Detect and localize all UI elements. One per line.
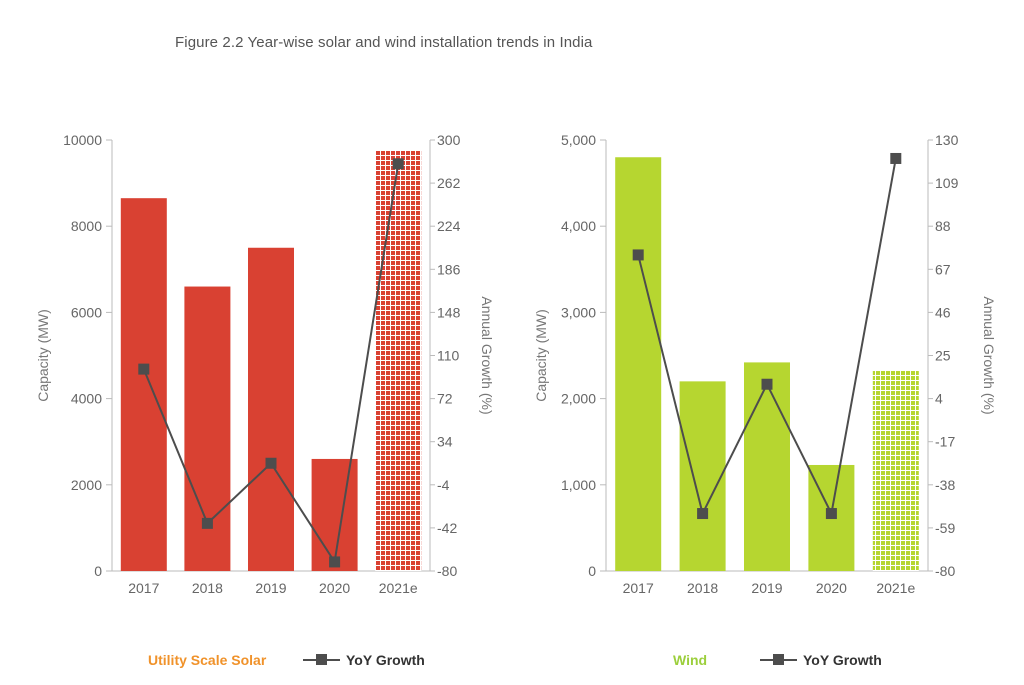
wind-y2-tick-label: 67 — [935, 261, 951, 277]
solar-bar-2017 — [120, 198, 167, 571]
solar-y2-tick-label: 186 — [437, 261, 461, 277]
solar-x-tick-label: 2019 — [255, 580, 286, 596]
solar-y-tick-label: 4000 — [71, 391, 102, 407]
solar-bar-2021e — [375, 150, 422, 571]
solar-y-tick-label: 10000 — [63, 132, 102, 148]
solar-y2-axis-label: Annual Growth (%) — [479, 296, 495, 414]
figure-title: Figure 2.2 Year-wise solar and wind inst… — [175, 34, 593, 51]
solar-y2-tick-label: 262 — [437, 175, 461, 191]
wind-growth-point-2018 — [697, 508, 709, 520]
wind-bar-2021e — [872, 371, 919, 571]
wind-growth-point-2017 — [632, 249, 644, 261]
wind-y2-tick-label: 130 — [935, 132, 959, 148]
solar-x-tick-label: 2017 — [128, 580, 159, 596]
solar-y-tick-label: 2000 — [71, 477, 102, 493]
wind-y-axis-label: Capacity (MW) — [533, 309, 549, 402]
wind-y-tick-label: 5,000 — [561, 132, 596, 148]
solar-y2-tick-label: 148 — [437, 304, 461, 320]
legend-wind-growth-marker — [773, 654, 784, 665]
solar-growth-point-2018 — [201, 517, 213, 529]
solar-x-tick-label: 2020 — [319, 580, 350, 596]
wind-y2-tick-label: 46 — [935, 304, 951, 320]
legend-solar-growth-label: YoY Growth — [346, 652, 425, 668]
wind-y2-tick-label: 109 — [935, 175, 959, 191]
wind-legend: Wind YoY Growth — [673, 652, 882, 668]
legend-solar-growth-marker — [316, 654, 327, 665]
solar-bar-2019 — [248, 247, 294, 571]
wind-x-tick-label: 2018 — [687, 580, 718, 596]
wind-growth-point-2019 — [761, 378, 773, 390]
solar-chart: 0 2000 4000 6000 8000 10000 -80 -42 -4 34 72 110 148… — [35, 132, 495, 596]
solar-growth-point-2019 — [265, 457, 277, 469]
wind-y2-tick-label: 25 — [935, 348, 951, 364]
wind-x-tick-label: 2020 — [816, 580, 847, 596]
solar-growth-point-2020 — [329, 556, 341, 568]
wind-chart: 0 1,000 2,000 3,000 4,000 5,000 -80 -59 -38 -17 4 2… — [533, 132, 997, 596]
wind-y2-tick-label: 88 — [935, 218, 951, 234]
wind-x-tick-label: 2021e — [876, 580, 915, 596]
wind-x-tick-label: 2019 — [751, 580, 782, 596]
solar-y2-tick-label: 110 — [437, 348, 460, 364]
solar-y2-tick-label: -4 — [437, 477, 450, 493]
solar-y2-tick-label: -42 — [437, 520, 457, 536]
wind-y-tick-label: 2,000 — [561, 391, 596, 407]
wind-y-tick-label: 4,000 — [561, 218, 596, 234]
wind-y2-tick-label: -80 — [935, 563, 955, 579]
wind-y-tick-label: 0 — [588, 563, 596, 579]
solar-x-tick-label: 2021e — [379, 580, 418, 596]
wind-y2-tick-label: 4 — [935, 391, 943, 407]
wind-bar-2018 — [679, 381, 726, 571]
solar-growth-point-2017 — [138, 363, 150, 375]
legend-wind-label: Wind — [673, 652, 707, 668]
legend-solar-label: Utility Scale Solar — [148, 652, 267, 668]
solar-y-tick-label: 0 — [94, 563, 102, 579]
solar-y2-tick-label: 224 — [437, 218, 461, 234]
wind-growth-point-2021e — [890, 152, 902, 164]
solar-y-tick-label: 6000 — [71, 304, 102, 320]
solar-x-tick-label: 2018 — [192, 580, 223, 596]
wind-x-tick-label: 2017 — [623, 580, 654, 596]
wind-y2-tick-label: -17 — [935, 434, 955, 450]
wind-y-tick-label: 1,000 — [561, 477, 596, 493]
wind-bar-2019 — [744, 362, 790, 571]
wind-y-tick-label: 3,000 — [561, 304, 596, 320]
legend-wind-growth-label: YoY Growth — [803, 652, 882, 668]
wind-y2-axis-label: Annual Growth (%) — [981, 296, 997, 414]
solar-y-axis-label: Capacity (MW) — [35, 309, 51, 402]
solar-y2-tick-label: 34 — [437, 434, 453, 450]
solar-y2-tick-label: 72 — [437, 391, 453, 407]
solar-y2-tick-label: -80 — [437, 563, 457, 579]
solar-bar-2020 — [311, 458, 358, 571]
solar-y-tick-label: 8000 — [71, 218, 102, 234]
wind-y2-tick-label: -38 — [935, 477, 955, 493]
solar-growth-point-2021e — [392, 158, 404, 170]
solar-y2-tick-label: 300 — [437, 132, 461, 148]
solar-legend: Utility Scale Solar YoY Growth — [148, 652, 425, 668]
wind-bar-2017 — [615, 157, 662, 572]
wind-y2-tick-label: -59 — [935, 520, 955, 536]
wind-growth-point-2020 — [825, 508, 837, 520]
